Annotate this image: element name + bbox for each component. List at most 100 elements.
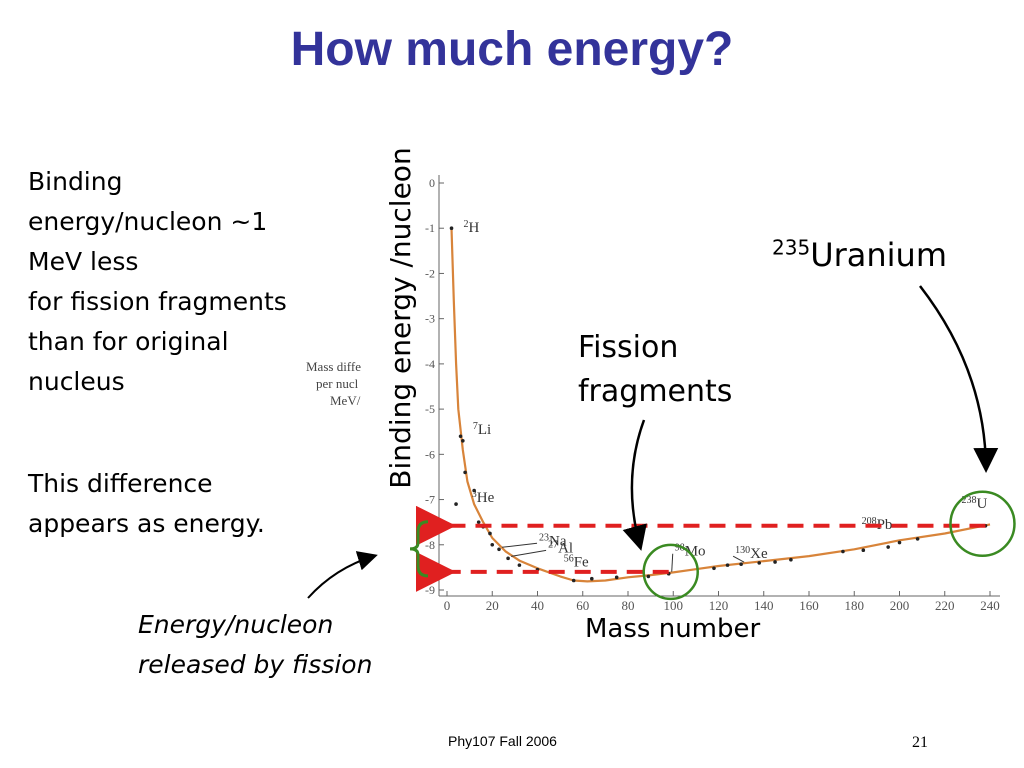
fission-fragments-arrow	[622, 419, 647, 551]
x-tick-label: 240	[980, 598, 1000, 613]
data-point	[488, 531, 492, 536]
data-point	[461, 438, 465, 443]
footer-text: Phy107 Fall 2006	[448, 733, 557, 749]
partial-axis-label-line: MeV/	[330, 393, 361, 408]
fission-label-line: Fission	[578, 330, 679, 365]
x-tick-label: 220	[935, 598, 955, 613]
y-tick-label: 0	[429, 176, 435, 190]
data-point	[897, 540, 902, 545]
data-point	[725, 563, 730, 567]
nuclide-leader-line	[511, 549, 547, 557]
x-tick-label: 180	[845, 598, 865, 613]
y-tick-label: -8	[425, 538, 435, 552]
uranium-mass-number: 235	[772, 235, 811, 260]
left-text-block: Binding energy/nucleon ~1 MeV less for f…	[28, 162, 287, 402]
left-text-line: than for original	[28, 327, 229, 356]
data-point	[506, 556, 510, 561]
nuclide-mass-number: 3	[472, 489, 477, 500]
energy-released-line: Energy/nucleon	[138, 610, 334, 639]
data-point	[472, 488, 476, 493]
energy-released-line: released by fission	[138, 650, 373, 679]
left-text-line: MeV less	[28, 247, 139, 276]
difference-text-block: This difference appears as energy.	[28, 464, 265, 544]
data-point	[646, 574, 651, 579]
uranium-label-text: Uranium	[810, 236, 947, 274]
nuclide-label: 98Mo	[675, 543, 706, 560]
left-text-line: nucleus	[28, 367, 125, 396]
x-tick-label: 120	[709, 598, 729, 613]
x-tick-label: 100	[664, 598, 684, 613]
energy-difference-brace	[409, 520, 429, 578]
data-point	[886, 545, 890, 549]
left-text-line: energy/nucleon ~1	[28, 207, 268, 236]
data-point	[476, 520, 481, 524]
data-point	[915, 537, 920, 541]
nuclide-symbol: Fe	[574, 555, 589, 571]
data-point	[757, 561, 762, 565]
difference-text-line: This difference	[28, 469, 213, 498]
nuclide-label: 130Xe	[735, 545, 768, 562]
data-point	[490, 542, 495, 547]
nuclide-mass-number: 238	[961, 495, 976, 506]
fission-label-line: fragments	[578, 374, 733, 409]
nuclide-mass-number: 56	[564, 554, 574, 565]
nuclide-symbol: Mo	[685, 544, 706, 560]
binding-energy-curve	[450, 228, 991, 583]
x-tick-label: 200	[890, 598, 910, 613]
y-tick-label: -6	[425, 447, 435, 461]
x-tick-label: 60	[576, 598, 589, 613]
nuclide-leader-line	[671, 553, 674, 572]
nuclide-symbol: Al	[558, 540, 573, 556]
data-point	[571, 578, 576, 583]
nuclide-leader-line	[501, 542, 538, 548]
nuclide-label: 208Pb	[862, 516, 893, 533]
data-point	[463, 470, 467, 475]
data-point	[458, 434, 463, 439]
nuclide-mass-number: 7	[473, 421, 478, 432]
x-tick-label: 140	[754, 598, 774, 613]
nuclide-symbol: Pb	[877, 517, 893, 533]
y-tick-label: -7	[425, 493, 435, 507]
y-tick-label: -3	[425, 312, 435, 326]
nuclide-symbol: Li	[478, 422, 491, 438]
nuclide-symbol: H	[469, 220, 480, 236]
data-point	[449, 226, 454, 231]
left-text-line: Binding	[28, 167, 123, 196]
y-tick-label: -4	[425, 357, 435, 371]
data-point	[773, 560, 777, 564]
x-tick-label: 0	[444, 598, 451, 613]
partial-axis-label-line: per nucl	[316, 376, 359, 391]
nuclide-leader-line	[732, 555, 745, 563]
x-tick-label: 40	[531, 598, 544, 613]
nuclide-label: 238U	[961, 495, 987, 512]
nuclide-symbol: He	[477, 490, 495, 506]
data-point	[789, 557, 793, 562]
nuclide-mass-number: 130	[735, 545, 750, 556]
nuclide-mass-number: 98	[675, 543, 685, 554]
uranium-arrow	[919, 285, 999, 473]
nuclide-label: 2H	[464, 219, 480, 236]
y-tick-label: -9	[425, 583, 435, 597]
energy-released-note: Energy/nucleon released by fission	[138, 605, 372, 685]
data-point	[861, 548, 866, 553]
nuclide-symbol: U	[976, 496, 987, 512]
nuclide-label: 56Fe	[564, 554, 589, 571]
nuclide-mass-number: 2	[464, 219, 469, 230]
x-tick-label: 80	[622, 598, 635, 613]
uranium-circle	[949, 490, 1016, 558]
data-point	[497, 547, 501, 552]
x-tick-label: 160	[799, 598, 819, 613]
binding-curve-layer	[450, 228, 991, 583]
y-tick-label: -5	[425, 402, 435, 416]
y-tick-label: -2	[425, 266, 435, 280]
uranium-label: 235Uranium	[772, 236, 947, 274]
nuclide-mass-number: 27	[548, 539, 558, 550]
partial-axis-label-line: Mass diffe	[306, 359, 361, 374]
big-y-axis-label: Binding energy /nucleon	[384, 147, 417, 489]
data-points-layer	[449, 226, 988, 583]
x-tick-label: 20	[486, 598, 499, 613]
nuclide-symbol: Xe	[750, 546, 768, 562]
y-tick-label: -1	[425, 221, 435, 235]
